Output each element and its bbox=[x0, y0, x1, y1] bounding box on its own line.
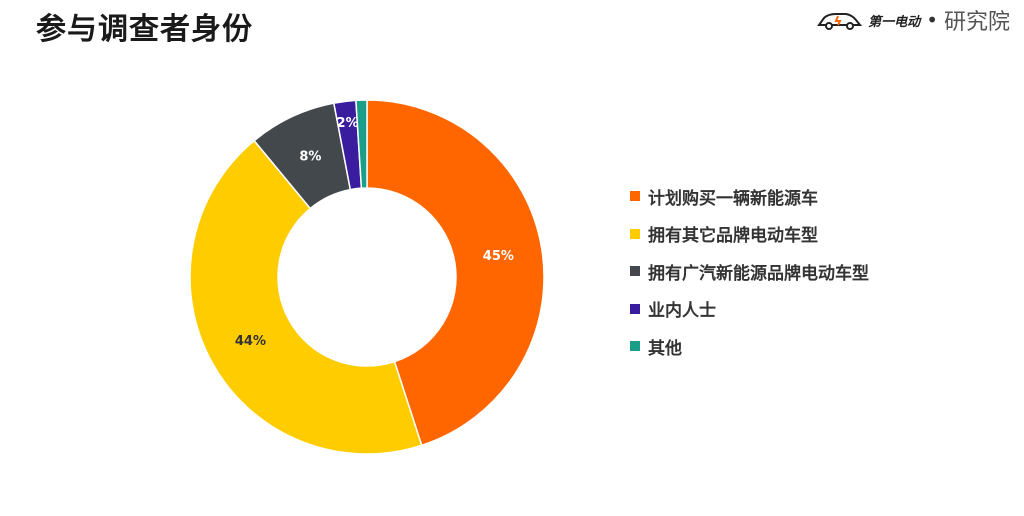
legend-swatch bbox=[630, 191, 640, 201]
legend-swatch bbox=[630, 303, 640, 314]
legend-item: 其他 bbox=[630, 336, 869, 359]
legend-swatch bbox=[630, 228, 640, 239]
page-title: 参与调查者身份 bbox=[36, 12, 253, 47]
legend-item: 计划购买一辆新能源车 bbox=[630, 186, 869, 209]
donut-slice bbox=[355, 99, 368, 189]
legend-item: 拥有广汽新能源品牌电动车型 bbox=[630, 261, 869, 284]
legend-label: 其他 bbox=[648, 338, 682, 359]
slice-data-label: 8% bbox=[299, 150, 321, 165]
legend-item: 业内人士 bbox=[630, 299, 869, 321]
slice-data-label: 45% bbox=[483, 249, 514, 264]
legend-swatch bbox=[630, 266, 640, 276]
legend-label: 拥有广汽新能源品牌电动车型 bbox=[648, 263, 869, 284]
slice-data-label: 2% bbox=[337, 116, 359, 131]
brand-logo: 第一电动 • 研究院 bbox=[816, 4, 1010, 36]
legend-label: 计划购买一辆新能源车 bbox=[648, 188, 818, 209]
legend-label: 业内人士 bbox=[648, 301, 716, 321]
donut-slice bbox=[366, 99, 545, 447]
legend-item: 拥有其它品牌电动车型 bbox=[630, 224, 869, 246]
brand-name: 第一电动 bbox=[868, 14, 921, 30]
legend-swatch bbox=[630, 341, 640, 351]
car-logo-icon bbox=[816, 9, 863, 31]
slice-data-label: 44% bbox=[235, 334, 266, 349]
donut-slice bbox=[189, 139, 423, 455]
brand-suffix: 研究院 bbox=[943, 10, 1010, 35]
brand-separator: • bbox=[926, 8, 938, 32]
chart-legend: 计划购买一辆新能源车 拥有其它品牌电动车型拥有广汽新能源品牌电动车型 业内人士其他 bbox=[630, 186, 869, 374]
legend-label: 拥有其它品牌电动车型 bbox=[648, 226, 818, 246]
